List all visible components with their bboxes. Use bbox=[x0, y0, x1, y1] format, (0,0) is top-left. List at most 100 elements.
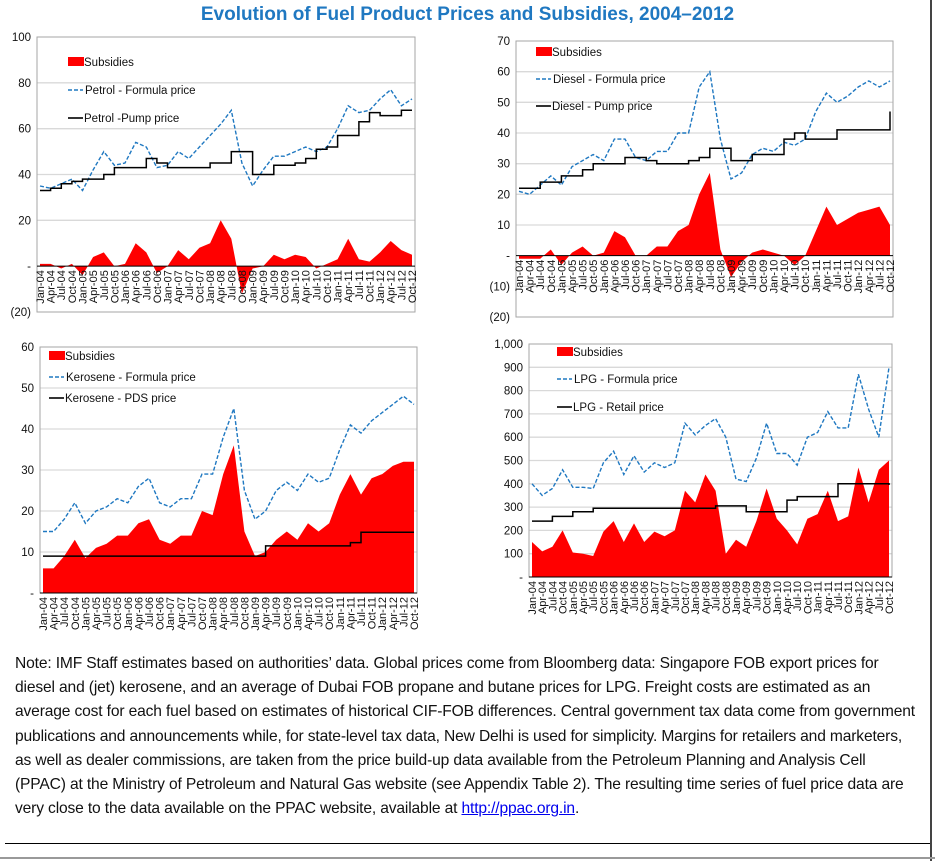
x-tick-label: Apr-11 bbox=[345, 597, 357, 629]
x-tick-label: Jan-12 bbox=[377, 597, 389, 631]
x-tick-label: Oct-04 bbox=[67, 270, 79, 303]
x-tick-label: Oct-12 bbox=[885, 260, 897, 293]
x-tick-label: Jul-05 bbox=[588, 581, 600, 611]
legend-label-subsidies: Subsidies bbox=[65, 351, 115, 363]
x-tick-label: Apr-12 bbox=[864, 581, 876, 614]
x-tick-label: Jan-12 bbox=[853, 260, 865, 294]
y-tick-label: 700 bbox=[504, 409, 523, 421]
x-tick-label: Jul-04 bbox=[59, 597, 71, 627]
legend-label-pump: Kerosene - PDS price bbox=[65, 393, 176, 405]
legend-label-pump: LPG - Retail price bbox=[573, 402, 664, 414]
y-tick-label: 800 bbox=[504, 386, 523, 398]
page-border-bottom bbox=[0, 857, 935, 859]
x-tick-label: Jul-08 bbox=[711, 581, 723, 611]
y-tick-label: 10 bbox=[497, 220, 510, 232]
x-tick-label: Oct-05 bbox=[588, 260, 600, 293]
x-tick-label: Jul-12 bbox=[874, 260, 886, 290]
x-tick-label: Jan-09 bbox=[250, 597, 262, 631]
x-tick-label: Jul-04 bbox=[535, 260, 547, 290]
x-tick-label: Apr-10 bbox=[303, 597, 315, 630]
y-tick-label: - bbox=[30, 588, 34, 600]
formula-price-line bbox=[43, 395, 415, 533]
note-divider bbox=[5, 843, 930, 844]
y-tick-label: (20) bbox=[490, 312, 511, 324]
y-tick-label: 100 bbox=[504, 549, 523, 561]
pump-price-line bbox=[532, 483, 890, 522]
formula-price-line bbox=[39, 88, 413, 192]
x-tick-label: Oct-11 bbox=[843, 581, 855, 613]
x-tick-label: Jan-10 bbox=[292, 597, 304, 631]
x-tick-label: Oct-11 bbox=[367, 597, 379, 629]
y-tick-label: 40 bbox=[497, 128, 510, 140]
x-tick-label: Apr-10 bbox=[301, 270, 313, 303]
x-tick-label: Jan-12 bbox=[853, 581, 865, 615]
legend-swatch-subsidies bbox=[557, 347, 573, 356]
x-tick-label: Oct-07 bbox=[197, 597, 209, 630]
x-tick-label: Jan-11 bbox=[333, 270, 345, 303]
x-tick-label: Apr-12 bbox=[864, 260, 876, 293]
y-tick-label: 30 bbox=[21, 465, 34, 477]
x-tick-label: Jan-08 bbox=[690, 581, 702, 615]
y-tick-label: 60 bbox=[497, 67, 510, 79]
x-tick-label: Jan-10 bbox=[768, 260, 780, 294]
x-tick-label: Apr-06 bbox=[609, 260, 621, 293]
x-tick-label: Oct-10 bbox=[800, 260, 812, 293]
x-tick-label: Oct-09 bbox=[282, 597, 294, 630]
x-tick-label: Apr-08 bbox=[216, 270, 228, 303]
plot-area-frame bbox=[36, 36, 416, 313]
x-tick-label: Jul-09 bbox=[747, 260, 759, 290]
y-tick-label: 400 bbox=[504, 479, 523, 491]
y-tick-label: 300 bbox=[504, 502, 523, 514]
x-tick-label: Oct-05 bbox=[109, 270, 121, 303]
y-tick-label: 500 bbox=[504, 456, 523, 468]
legend-label-subsidies: Subsidies bbox=[573, 347, 623, 359]
x-tick-label: Jul-12 bbox=[398, 597, 410, 627]
x-tick-label: Jan-06 bbox=[609, 581, 621, 615]
x-tick-label: Oct-10 bbox=[802, 581, 814, 614]
x-tick-label: Jul-11 bbox=[833, 581, 845, 610]
x-tick-label: Oct-11 bbox=[364, 270, 376, 302]
x-tick-label: Jan-06 bbox=[123, 597, 135, 631]
x-tick-label: Oct-04 bbox=[546, 260, 558, 293]
x-tick-label: Apr-06 bbox=[131, 270, 143, 303]
x-tick-label: Apr-12 bbox=[388, 597, 400, 630]
x-tick-label: Jan-05 bbox=[80, 597, 92, 631]
ppac-link[interactable]: http://ppac.org.in bbox=[461, 800, 575, 818]
x-tick-label: Jul-07 bbox=[184, 270, 196, 300]
chart-kerosene: 605040302010-Jan-04Apr-04Jul-04Oct-04Jan… bbox=[21, 342, 421, 631]
x-tick-label: Oct-08 bbox=[237, 270, 249, 303]
x-tick-label: Jan-07 bbox=[165, 597, 177, 631]
x-tick-label: Jul-11 bbox=[832, 260, 844, 289]
legend-label-formula: LPG - Formula price bbox=[574, 374, 678, 386]
y-tick-label: 70 bbox=[497, 36, 510, 48]
legend-label-pump: Diesel - Pump price bbox=[552, 101, 652, 113]
x-tick-label: Jan-09 bbox=[726, 260, 738, 294]
x-tick-label: Oct-05 bbox=[598, 581, 610, 614]
x-tick-label: Apr-07 bbox=[660, 581, 672, 614]
x-tick-label: Jul-07 bbox=[662, 260, 674, 290]
x-tick-label: Apr-10 bbox=[782, 581, 794, 614]
x-tick-label: Jul-07 bbox=[670, 581, 682, 611]
legend-label-formula: Diesel - Formula price bbox=[553, 74, 665, 86]
x-tick-label: Oct-07 bbox=[194, 270, 206, 303]
x-tick-label: Oct-10 bbox=[322, 270, 334, 303]
x-tick-label: Jul-09 bbox=[269, 270, 281, 300]
x-tick-label: Oct-10 bbox=[324, 597, 336, 630]
y-tick-label: 100 bbox=[12, 32, 31, 44]
x-tick-label: Jan-04 bbox=[35, 270, 47, 304]
x-tick-label: Apr-05 bbox=[91, 597, 103, 630]
subsidies-area bbox=[43, 445, 414, 593]
x-tick-label: Oct-07 bbox=[673, 260, 685, 293]
x-tick-label: Jul-06 bbox=[141, 270, 153, 300]
x-tick-label: Jan-08 bbox=[208, 597, 220, 631]
x-tick-label: Apr-04 bbox=[537, 581, 549, 614]
note-body: Note: IMF Staff estimates based on autho… bbox=[15, 655, 915, 818]
legend-label-formula: Kerosene - Formula price bbox=[66, 372, 196, 384]
figure-title: Evolution of Fuel Product Prices and Sub… bbox=[200, 4, 735, 25]
y-tick-label: 10 bbox=[21, 547, 34, 559]
x-tick-label: Jan-11 bbox=[811, 260, 823, 293]
plot-area-frame bbox=[515, 40, 894, 318]
x-tick-label: Jul-11 bbox=[356, 597, 368, 626]
page-border bbox=[930, 0, 932, 861]
x-tick-label: Oct-08 bbox=[721, 581, 733, 614]
